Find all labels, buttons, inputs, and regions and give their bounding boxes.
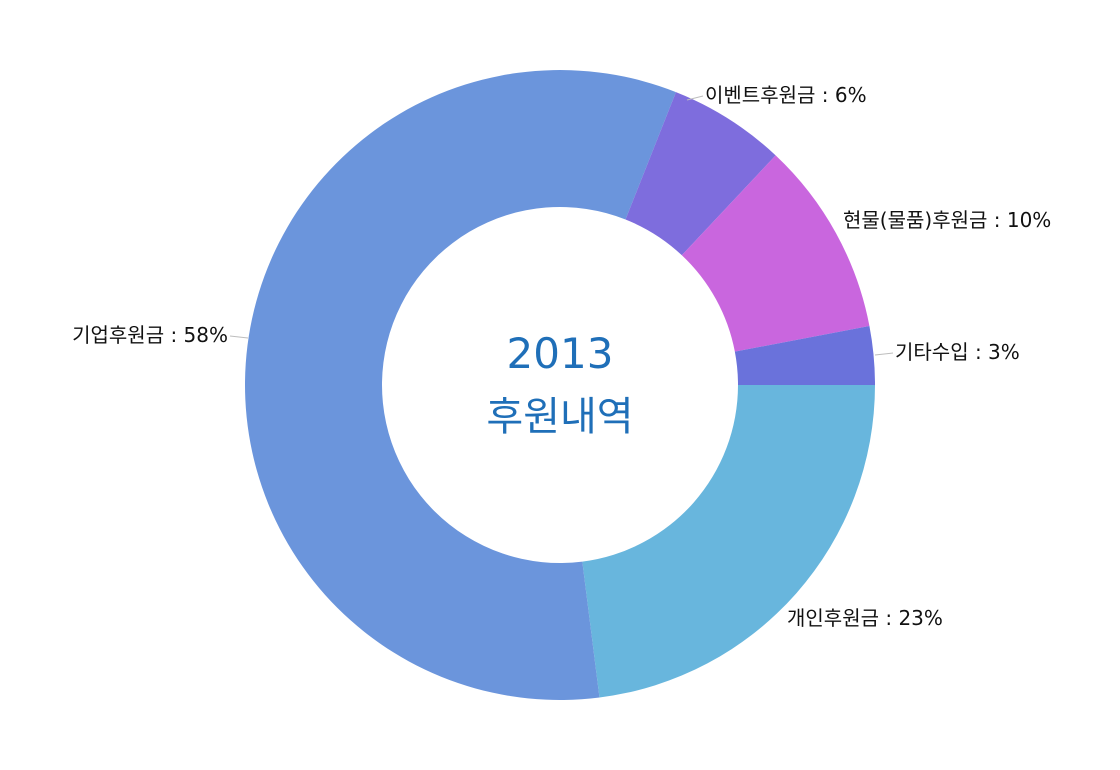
label-leader-line <box>874 352 894 356</box>
slice-label-4: 현물(물품)후원금 : 10% <box>843 208 1051 232</box>
label-leader-line <box>229 335 249 339</box>
label-leader-line <box>686 95 704 101</box>
donut-slice-2 <box>244 69 676 700</box>
slices-layer <box>244 69 875 700</box>
donut-slice-1 <box>582 385 875 698</box>
donut-slice-5 <box>734 325 875 385</box>
donut-slice-4 <box>681 155 870 352</box>
slice-label-5: 기타수입 : 3% <box>895 340 1020 364</box>
slice-label-2: 기업후원금 : 58% <box>72 323 228 347</box>
slice-label-3: 이벤트후원금 : 6% <box>705 83 867 107</box>
donut-slice-3 <box>625 92 776 256</box>
center-year: 2013 <box>507 329 614 378</box>
center-title: 후원내역 <box>486 394 633 440</box>
slice-label-1: 개인후원금 : 23% <box>787 606 943 630</box>
labels-layer: 개인후원금 : 23% 기업후원금 : 58% 이벤트후원금 : 6% 현물(물품)후… <box>72 83 1051 630</box>
